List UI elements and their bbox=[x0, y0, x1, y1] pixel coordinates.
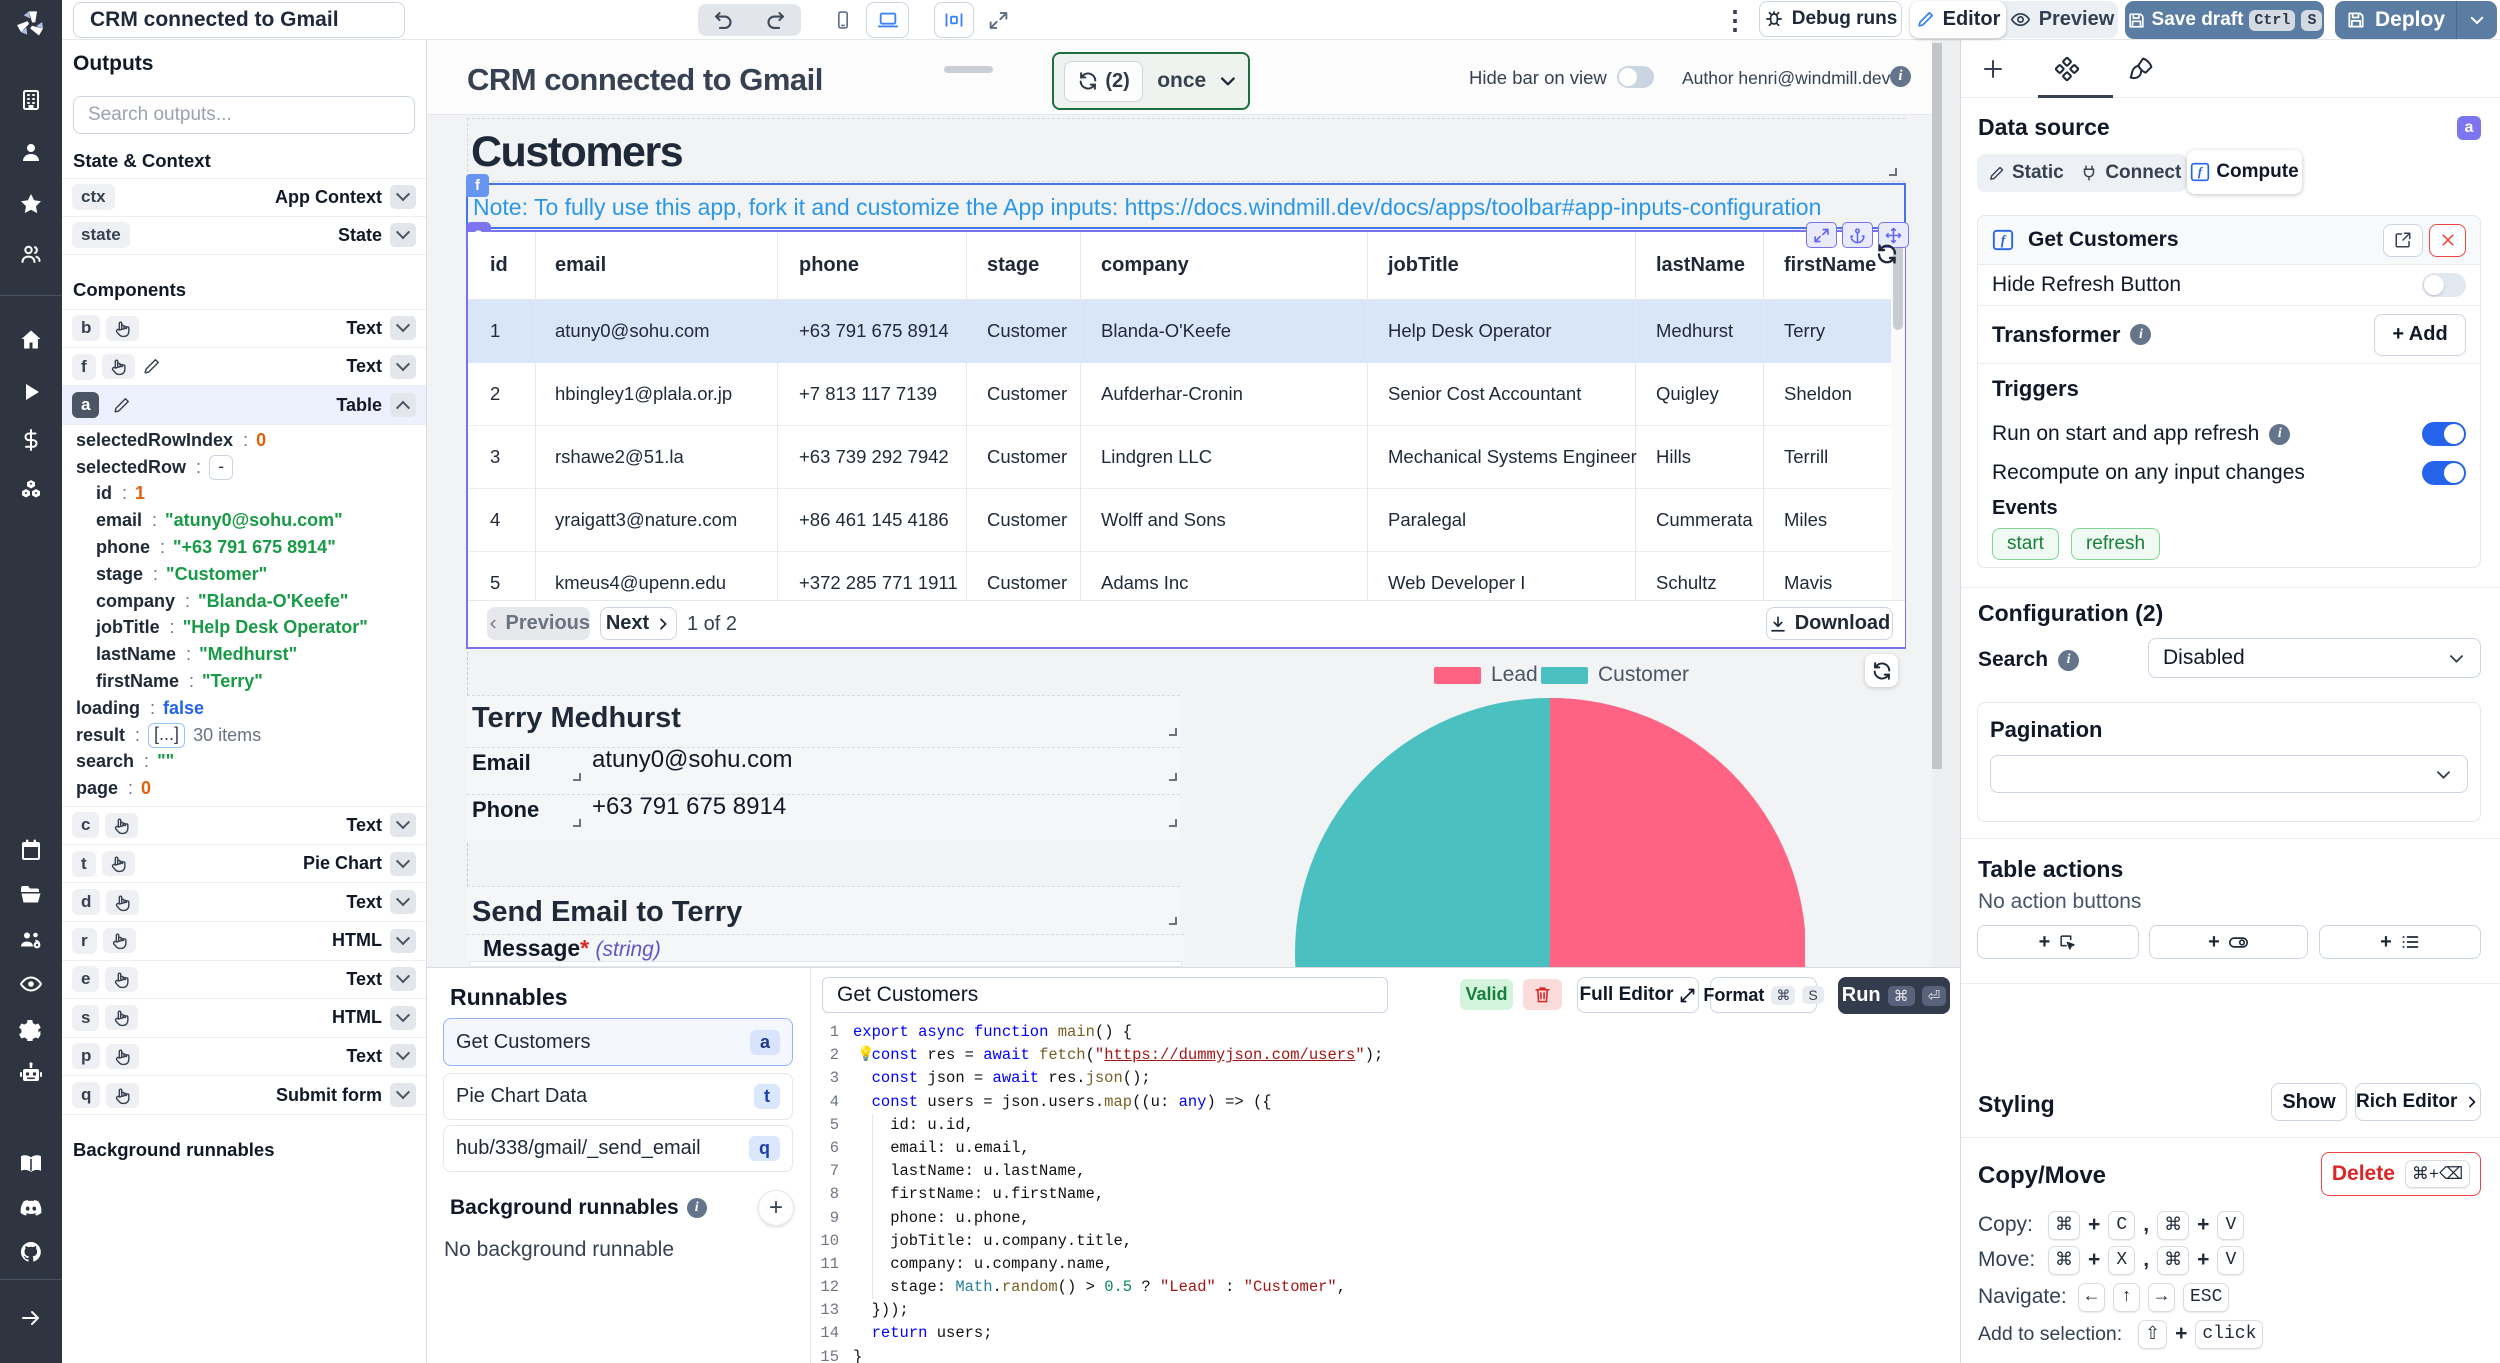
svg-text:f: f bbox=[2001, 233, 2007, 248]
svg-text:f: f bbox=[2198, 165, 2204, 179]
